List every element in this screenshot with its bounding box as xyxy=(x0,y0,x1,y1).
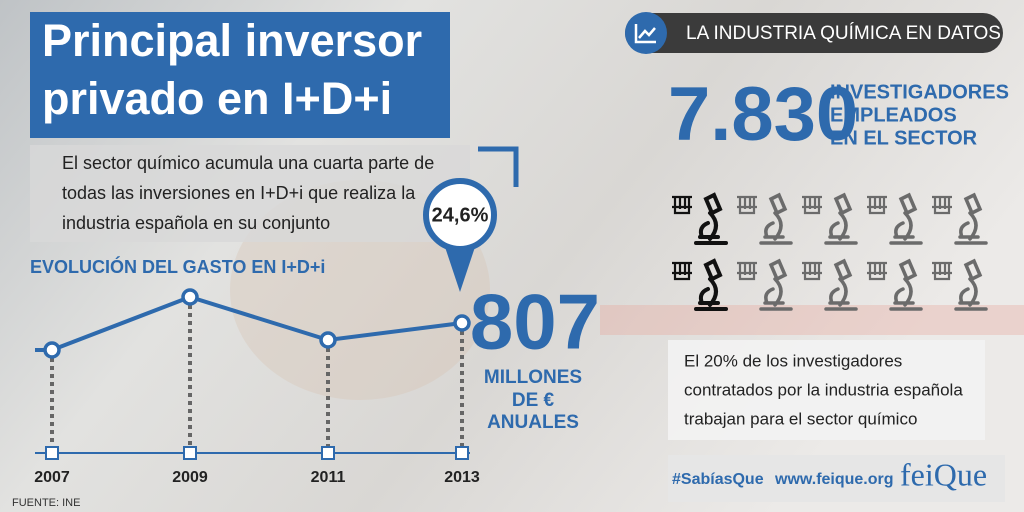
logo: feiQue xyxy=(900,456,987,492)
test-tubes xyxy=(867,195,887,215)
x-tick xyxy=(455,446,469,460)
test-tubes xyxy=(867,261,887,281)
note-text: El 20% de los investigadores xyxy=(684,351,902,370)
badge-pointer xyxy=(442,238,478,292)
note-text: trabajan para el sector químico xyxy=(684,409,917,428)
test-tubes xyxy=(932,261,952,281)
highlight-value: 807 xyxy=(470,278,600,366)
note-text: contratados por la industria española xyxy=(684,380,963,399)
microscope xyxy=(759,258,793,311)
researcher-icon xyxy=(672,192,728,245)
researchers-caption: INVESTIGADORES xyxy=(830,81,1009,103)
researcher-icon xyxy=(672,258,728,311)
x-tick-label: 2007 xyxy=(34,469,70,486)
note-box xyxy=(668,340,985,440)
researcher-icon xyxy=(802,258,858,311)
test-tubes xyxy=(802,195,822,215)
x-tick xyxy=(321,446,335,460)
badge xyxy=(423,178,497,252)
microscope xyxy=(954,192,988,245)
corner xyxy=(478,146,519,187)
microscope xyxy=(694,258,728,311)
test-tubes xyxy=(672,195,692,215)
source: FUENTE: INE xyxy=(12,497,80,509)
point xyxy=(43,341,61,359)
microscope xyxy=(824,192,858,245)
researcher-icon xyxy=(867,192,923,245)
x-tick xyxy=(183,446,197,460)
test-tubes xyxy=(932,195,952,215)
intro-box xyxy=(30,145,470,242)
highlight-caption: MILLONES xyxy=(484,367,582,388)
title: privado en I+D+i xyxy=(42,73,392,124)
point xyxy=(453,314,471,332)
test-tubes xyxy=(672,261,692,281)
test-tubes xyxy=(737,195,757,215)
researcher-icon xyxy=(867,258,923,311)
researcher-icon xyxy=(932,192,988,245)
x-tick-label: 2013 xyxy=(444,469,480,486)
intro-text: industria española en su conjunto xyxy=(62,213,330,233)
hashtag: #SabíasQue xyxy=(672,471,764,488)
researcher-icon xyxy=(802,192,858,245)
x-tick xyxy=(45,446,59,460)
url[interactable]: www.feique.org xyxy=(774,471,894,488)
microscope xyxy=(759,192,793,245)
photo-band xyxy=(600,305,1024,335)
point xyxy=(319,331,337,349)
x-tick-label: 2011 xyxy=(311,469,346,486)
researcher-icon xyxy=(932,258,988,311)
test-tubes xyxy=(802,261,822,281)
footer-bar xyxy=(668,455,1005,502)
title: Principal inversor xyxy=(42,15,422,66)
microscope xyxy=(954,258,988,311)
badge-text: 24,6% xyxy=(432,204,489,226)
point xyxy=(181,288,199,306)
researchers-caption: EMPLEADOS xyxy=(830,104,957,126)
chart-title: EVOLUCIÓN DEL GASTO EN I+D+i xyxy=(30,256,325,277)
x-tick-label: 2009 xyxy=(172,469,208,486)
microscope xyxy=(889,258,923,311)
researchers-caption: EN EL SECTOR xyxy=(830,127,978,149)
test-tubes xyxy=(737,261,757,281)
researcher-icon xyxy=(737,258,793,311)
highlight-caption: ANUALES xyxy=(487,412,579,433)
intro-text: El sector químico acumula una cuarta par… xyxy=(62,153,434,173)
researchers-value: 7.830 xyxy=(668,72,858,157)
chart-icon xyxy=(634,24,656,44)
microscope xyxy=(889,192,923,245)
title-box xyxy=(30,12,450,138)
microscope xyxy=(694,192,728,245)
banner xyxy=(625,13,1003,53)
intro-text: todas las inversiones en I+D+i que reali… xyxy=(62,183,416,203)
highlight-caption: DE € xyxy=(512,390,555,411)
banner-text: LA INDUSTRIA QUÍMICA EN DATOS xyxy=(686,23,1001,44)
microscope xyxy=(824,258,858,311)
researcher-icon xyxy=(737,192,793,245)
